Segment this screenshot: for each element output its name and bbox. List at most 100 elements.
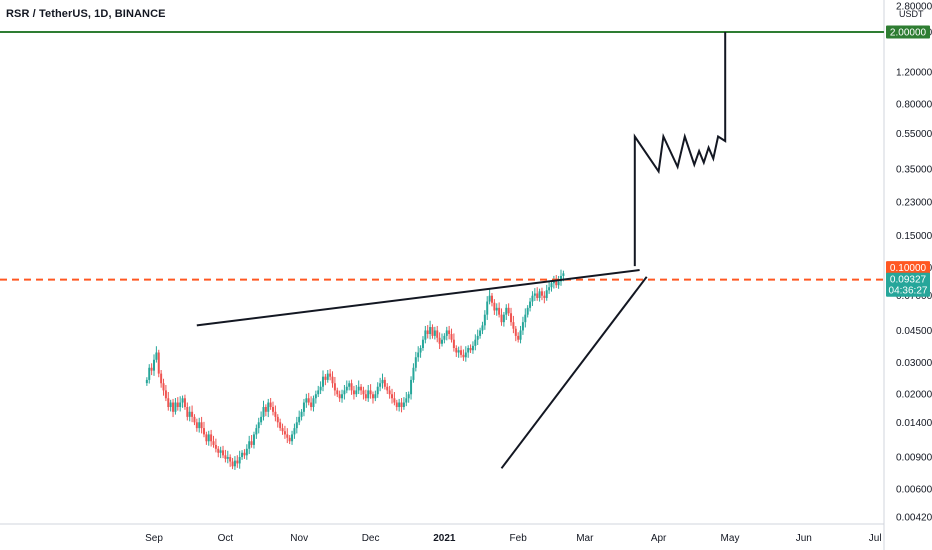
- candle-body: [538, 291, 541, 298]
- y-tick-label: 0.00600: [896, 484, 932, 495]
- last-price-badge-text: 04:36:27: [889, 286, 928, 297]
- candle-body: [288, 437, 291, 442]
- candle-body: [383, 379, 386, 387]
- candle-body: [405, 398, 408, 403]
- candle-body: [260, 416, 263, 423]
- candle-body: [517, 335, 520, 340]
- lower-trendline: [500, 276, 648, 469]
- last-price-badge-text: 0.09327: [890, 275, 927, 286]
- candle-body: [155, 352, 158, 360]
- candle-body: [481, 325, 484, 331]
- candle-body: [193, 416, 196, 423]
- candle-body: [302, 402, 305, 412]
- candle-body: [388, 390, 391, 395]
- candle-body: [295, 422, 298, 429]
- candle-body: [300, 411, 303, 417]
- candle-body: [307, 398, 310, 403]
- candle-body: [252, 434, 255, 445]
- upper-trendline: [196, 269, 640, 327]
- candle-body: [241, 452, 244, 458]
- x-tick-label: Jun: [796, 533, 812, 544]
- candle-body: [279, 422, 282, 429]
- candle-body: [212, 441, 215, 445]
- candle-body: [233, 460, 236, 467]
- candle-body: [448, 330, 451, 335]
- candle-body: [438, 337, 441, 344]
- candle-body: [352, 390, 355, 395]
- candle-body: [548, 287, 551, 291]
- candle-body: [226, 457, 229, 459]
- candle-body: [214, 444, 217, 449]
- candle-body: [505, 307, 508, 315]
- candle-body: [398, 402, 401, 408]
- candle-body: [510, 313, 513, 323]
- candle-body: [436, 330, 439, 338]
- candle-body: [274, 411, 277, 417]
- candle-body: [314, 394, 317, 399]
- candle-body: [317, 390, 320, 395]
- candle-body: [521, 322, 524, 331]
- candle-body: [371, 394, 374, 399]
- candle-body: [395, 402, 398, 408]
- x-tick-label: Feb: [510, 533, 528, 544]
- candle-body: [426, 330, 429, 335]
- candle-body: [360, 386, 363, 391]
- candle-body: [431, 327, 434, 336]
- candles-group: [145, 269, 565, 470]
- candle-body: [450, 334, 453, 340]
- candle-body: [355, 390, 358, 395]
- candle-body: [490, 295, 493, 303]
- candle-body: [369, 390, 372, 395]
- candle-body: [519, 330, 522, 340]
- candle-body: [374, 394, 377, 399]
- candle-body: [555, 279, 558, 286]
- candle-body: [429, 327, 432, 335]
- candle-body: [462, 354, 465, 358]
- candle-body: [326, 373, 329, 380]
- y-tick-label: 1.20000: [896, 68, 932, 79]
- candle-body: [276, 416, 279, 423]
- target-price-badge-bg: [886, 25, 930, 39]
- candle-body: [264, 407, 267, 412]
- candle-body: [424, 330, 427, 340]
- candle-body: [357, 386, 360, 391]
- candle-body: [452, 339, 455, 349]
- candle-body: [476, 335, 479, 340]
- y-tick-label: 0.00420: [896, 513, 932, 524]
- candle-body: [455, 348, 458, 353]
- candle-body: [557, 281, 560, 286]
- candle-body: [153, 359, 155, 371]
- candle-body: [179, 402, 182, 408]
- candle-body: [272, 407, 275, 412]
- candle-body: [198, 422, 201, 429]
- candle-body: [367, 390, 370, 399]
- y-tick-label: 0.03000: [896, 358, 932, 369]
- y-tick-label: 0.23000: [896, 198, 932, 209]
- candle-body: [312, 398, 315, 408]
- candle-body: [445, 330, 448, 336]
- candle-body: [341, 394, 344, 399]
- candle-body: [469, 348, 472, 351]
- candle-body: [460, 350, 463, 355]
- last-price-badge-bg: [886, 272, 930, 297]
- candle-body: [441, 339, 443, 344]
- candle-body: [162, 383, 165, 391]
- candle-body: [417, 352, 420, 358]
- candle-body: [310, 402, 313, 408]
- x-tick-label: 2021: [433, 533, 456, 544]
- candle-body: [331, 376, 334, 384]
- chart-title: RSR / TetherUS, 1D, BINANCE: [6, 8, 166, 20]
- x-tick-label: Nov: [290, 533, 308, 544]
- candle-body: [229, 457, 232, 462]
- x-tick-label: Apr: [651, 533, 667, 544]
- candle-body: [393, 398, 396, 403]
- candle-body: [526, 307, 529, 315]
- y-tick-label: 0.00900: [896, 453, 932, 464]
- candle-body: [188, 411, 191, 417]
- candle-body: [500, 314, 503, 323]
- projection-path: [633, 32, 727, 267]
- candle-body: [412, 367, 415, 380]
- x-tick-label: Jul: [869, 533, 882, 544]
- candle-body: [502, 314, 505, 323]
